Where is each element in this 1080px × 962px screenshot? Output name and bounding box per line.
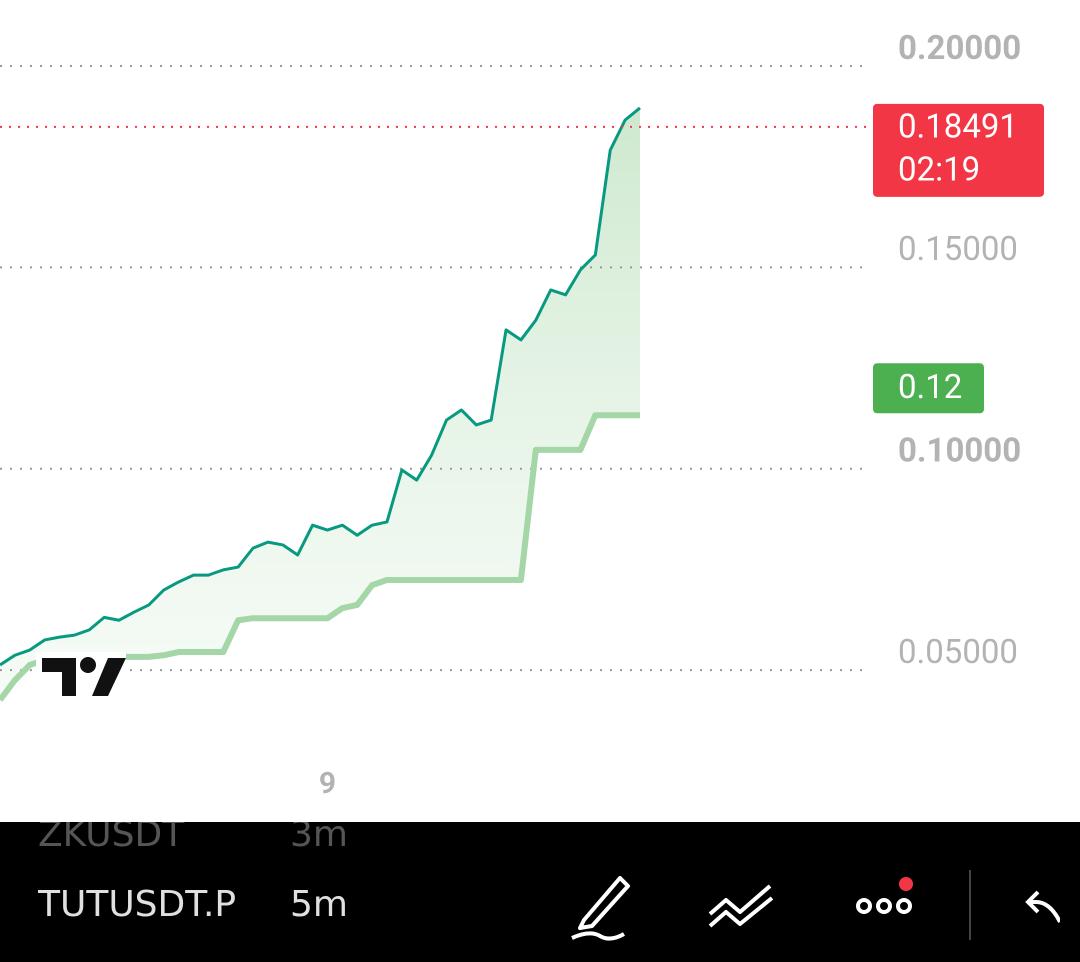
draw-icon[interactable] (571, 876, 630, 941)
y-tick-label: 0.15000 (898, 230, 1018, 269)
last-price-badge (873, 103, 1044, 197)
last-price-label: 0.18491 (898, 108, 1018, 147)
support-price-badge (873, 363, 984, 414)
toolbar-icons (571, 870, 1060, 941)
tradingview-logo (36, 652, 126, 702)
x-tick-label: 9 (319, 766, 336, 801)
y-tick-label: 0.05000 (898, 633, 1018, 672)
fill-area (0, 107, 640, 700)
interval[interactable]: 5m (290, 884, 348, 925)
support-price-label: 0.12 (898, 368, 962, 407)
notification-dot (899, 877, 913, 891)
symbol[interactable]: TUTUSDT.P (38, 884, 237, 925)
previous-interval[interactable]: 3m (290, 822, 348, 855)
indicator-icon[interactable] (708, 884, 774, 928)
y-tick-label: 0.10000 (898, 432, 1021, 471)
countdown-label: 02:19 (898, 151, 980, 190)
previous-symbol[interactable]: ZKUSDT (38, 822, 185, 855)
undo-icon[interactable] (1025, 890, 1060, 923)
chart: 0.20000 0.15000 0.10000 0.05000 9 0.18491 02:1… (0, 29, 1044, 801)
more-icon[interactable] (856, 898, 912, 914)
y-tick-label: 0.20000 (898, 29, 1021, 68)
toolbar: ZKUSDT 3m TUTUSDT.P 5m (0, 822, 1080, 962)
price-line (0, 106, 641, 667)
